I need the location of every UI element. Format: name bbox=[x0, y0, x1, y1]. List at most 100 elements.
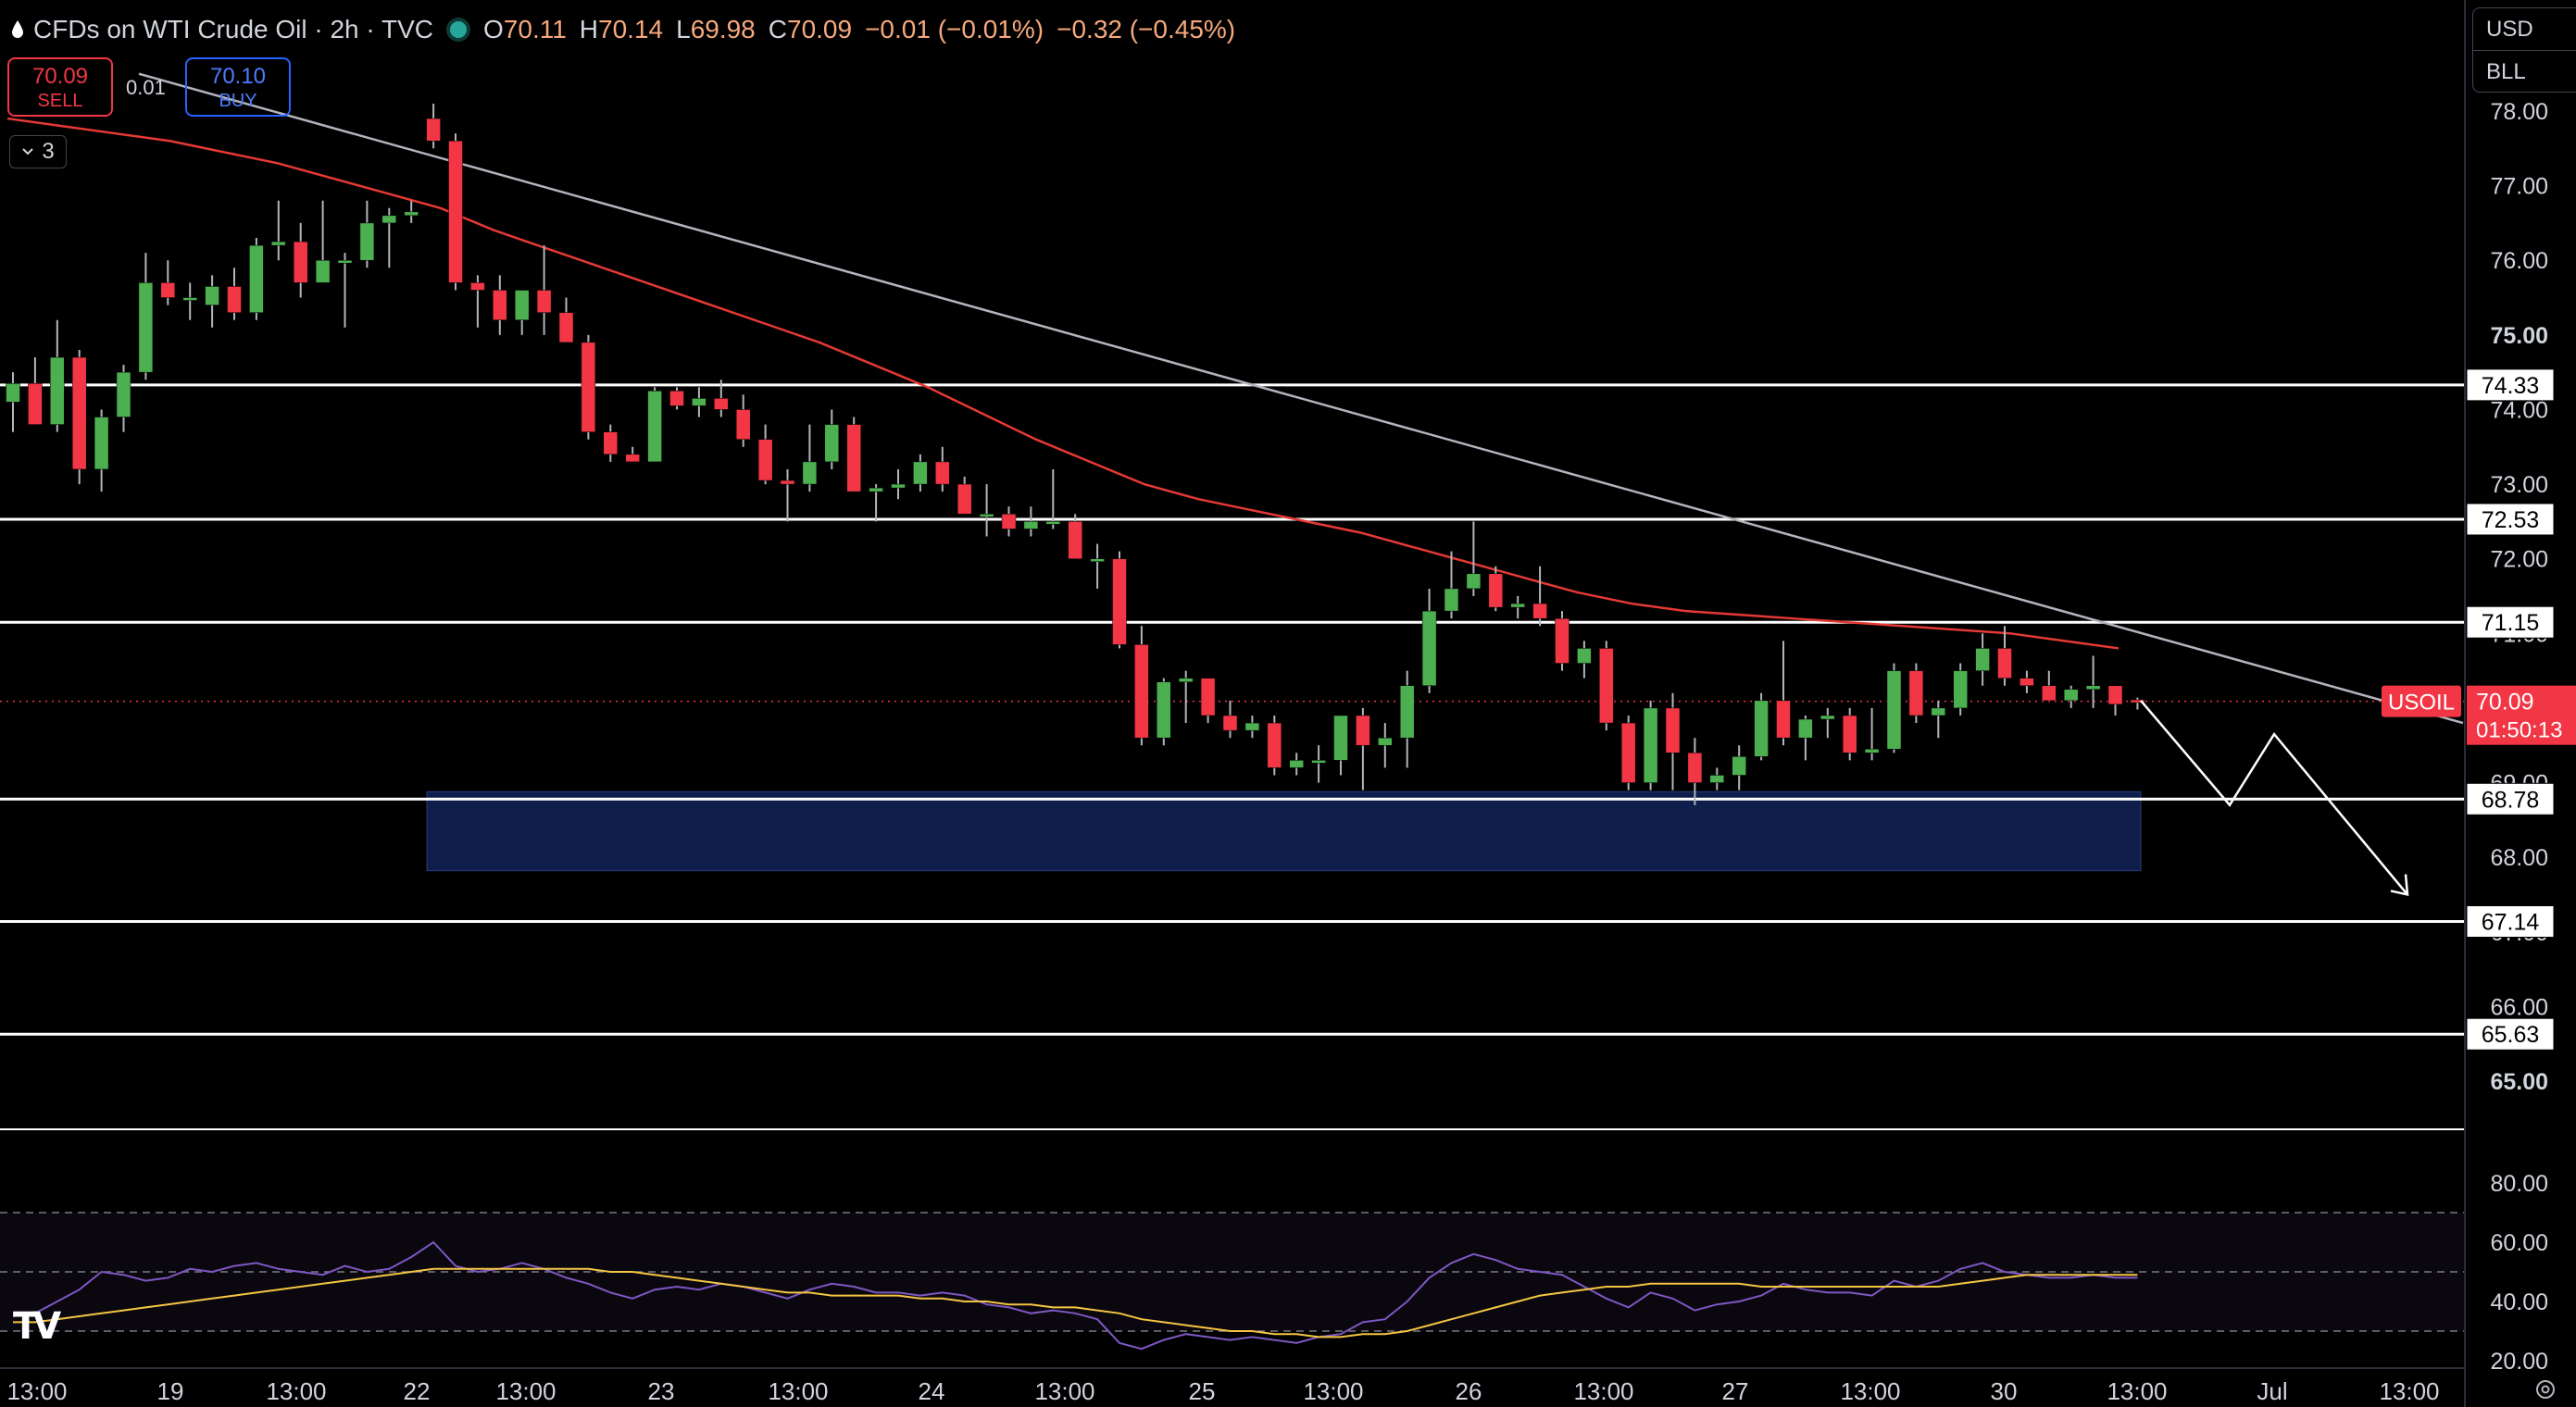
currency-unit-selector[interactable]: USD BLL bbox=[2472, 7, 2576, 93]
support-zone[interactable] bbox=[426, 791, 2142, 872]
candle[interactable] bbox=[1776, 641, 1791, 746]
candle[interactable] bbox=[1643, 700, 1658, 791]
candle[interactable] bbox=[249, 238, 264, 320]
candle[interactable] bbox=[935, 446, 950, 492]
candle[interactable] bbox=[891, 468, 906, 500]
candle[interactable] bbox=[979, 484, 994, 537]
tradingview-logo-icon[interactable]: TV bbox=[13, 1305, 61, 1348]
candle[interactable] bbox=[1997, 626, 2012, 686]
indicators-toggle[interactable]: 3 bbox=[9, 135, 67, 168]
candle[interactable] bbox=[1488, 566, 1504, 612]
candle[interactable] bbox=[94, 409, 109, 492]
candle[interactable] bbox=[1267, 715, 1282, 776]
candle[interactable] bbox=[182, 282, 197, 320]
candle[interactable] bbox=[337, 253, 353, 328]
candle[interactable] bbox=[448, 133, 463, 291]
candle[interactable] bbox=[536, 245, 552, 335]
candle[interactable] bbox=[1466, 521, 1482, 596]
candle[interactable] bbox=[2085, 655, 2101, 708]
candle[interactable] bbox=[1134, 626, 1149, 746]
candle[interactable] bbox=[1732, 745, 1746, 791]
candle[interactable] bbox=[1001, 506, 1017, 537]
candle[interactable] bbox=[1421, 588, 1437, 693]
candle[interactable] bbox=[493, 275, 507, 335]
candle[interactable] bbox=[2107, 685, 2123, 716]
candle[interactable] bbox=[271, 200, 286, 261]
candle[interactable] bbox=[1577, 641, 1592, 679]
candle[interactable] bbox=[1886, 663, 1902, 753]
candle[interactable] bbox=[71, 349, 87, 485]
candle[interactable] bbox=[1200, 678, 1216, 724]
candle[interactable] bbox=[1709, 767, 1725, 791]
projection-path[interactable] bbox=[2140, 700, 2408, 896]
candle[interactable] bbox=[1555, 611, 1569, 671]
candle[interactable] bbox=[1178, 670, 1194, 724]
candle[interactable] bbox=[205, 275, 219, 328]
candle[interactable] bbox=[1444, 551, 1459, 619]
candle[interactable] bbox=[514, 290, 530, 335]
candle[interactable] bbox=[227, 268, 242, 320]
candle[interactable] bbox=[1222, 700, 1238, 739]
candle[interactable] bbox=[1798, 715, 1813, 761]
candle[interactable] bbox=[603, 424, 619, 462]
candle[interactable] bbox=[714, 380, 729, 417]
candle[interactable] bbox=[802, 424, 818, 492]
candle[interactable] bbox=[470, 275, 485, 328]
candle[interactable] bbox=[1864, 707, 1880, 761]
candle[interactable] bbox=[1289, 753, 1304, 776]
candle[interactable] bbox=[1333, 715, 1348, 776]
unit-select[interactable]: BLL bbox=[2486, 59, 2526, 84]
candle[interactable] bbox=[359, 200, 375, 268]
candle[interactable] bbox=[1931, 700, 1946, 739]
candle[interactable] bbox=[1112, 551, 1127, 649]
candle[interactable] bbox=[426, 103, 441, 149]
candle[interactable] bbox=[381, 207, 397, 268]
candle[interactable] bbox=[2130, 697, 2145, 710]
candle[interactable] bbox=[780, 468, 795, 522]
candle[interactable] bbox=[1687, 738, 1703, 805]
candle[interactable] bbox=[28, 357, 43, 425]
candle[interactable] bbox=[869, 484, 883, 522]
candle[interactable] bbox=[1908, 663, 1924, 724]
candle[interactable] bbox=[692, 387, 707, 417]
candle[interactable] bbox=[2063, 685, 2079, 708]
candle[interactable] bbox=[1378, 723, 1393, 768]
candle[interactable] bbox=[1620, 715, 1636, 791]
candle[interactable] bbox=[2020, 670, 2034, 693]
candle[interactable] bbox=[1599, 641, 1614, 731]
candle[interactable] bbox=[647, 387, 662, 463]
candle[interactable] bbox=[669, 387, 684, 410]
candle[interactable] bbox=[1953, 663, 1968, 716]
candle[interactable] bbox=[1045, 468, 1061, 529]
candle[interactable] bbox=[1754, 692, 1769, 761]
candle[interactable] bbox=[1665, 692, 1681, 791]
candle[interactable] bbox=[1820, 707, 1835, 739]
sell-button[interactable]: 70.09 SELL bbox=[7, 57, 113, 117]
candle[interactable] bbox=[1023, 506, 1039, 537]
candle[interactable] bbox=[1510, 596, 1525, 619]
candle[interactable] bbox=[1356, 707, 1370, 791]
candle[interactable] bbox=[1244, 715, 1260, 739]
candle[interactable] bbox=[735, 394, 751, 447]
candle[interactable] bbox=[1842, 707, 1857, 761]
candle[interactable] bbox=[957, 477, 972, 515]
candle[interactable] bbox=[625, 446, 640, 463]
candle[interactable] bbox=[1068, 514, 1082, 559]
candle[interactable] bbox=[293, 222, 308, 298]
candle[interactable] bbox=[1311, 745, 1326, 783]
candle[interactable] bbox=[404, 200, 419, 223]
candle[interactable] bbox=[6, 372, 20, 432]
candle[interactable] bbox=[1157, 678, 1171, 746]
candle[interactable] bbox=[846, 417, 861, 492]
candle[interactable] bbox=[1090, 543, 1105, 589]
candle[interactable] bbox=[913, 454, 928, 492]
candle[interactable] bbox=[2042, 670, 2057, 702]
candle[interactable] bbox=[50, 319, 65, 432]
candle[interactable] bbox=[558, 297, 574, 343]
candle[interactable] bbox=[581, 334, 596, 440]
candle[interactable] bbox=[1399, 670, 1415, 768]
candle[interactable] bbox=[315, 200, 331, 283]
candle[interactable] bbox=[138, 253, 154, 380]
buy-button[interactable]: 70.10 BUY bbox=[185, 57, 291, 117]
